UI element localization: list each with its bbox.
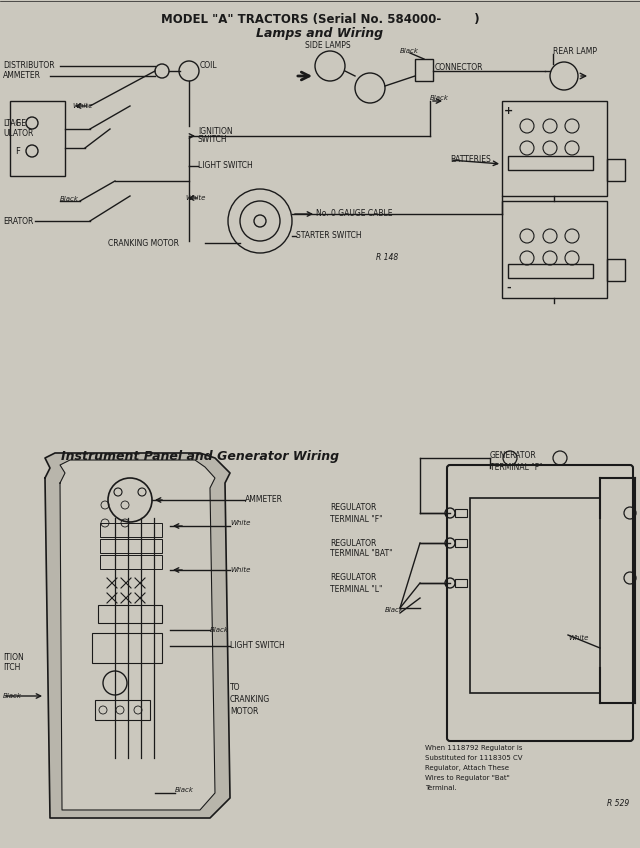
Bar [95, 700, 150, 720]
Text: Black: Black [210, 627, 229, 633]
Text: CRANKING: CRANKING [230, 695, 270, 705]
Bar [455, 539, 467, 547]
Text: No. 0 GAUGE CABLE: No. 0 GAUGE CABLE [316, 209, 392, 219]
Text: TERMINAL "F": TERMINAL "F" [330, 515, 383, 523]
Text: White: White [72, 103, 92, 109]
Bar [508, 264, 593, 278]
Text: TERMINAL "BAT": TERMINAL "BAT" [330, 550, 392, 559]
Text: Black: Black [60, 196, 79, 202]
Text: White: White [185, 195, 205, 201]
Text: LTAGE: LTAGE [3, 120, 26, 129]
Text: REGULATOR: REGULATOR [330, 504, 376, 512]
Polygon shape [45, 453, 230, 818]
Text: COIL: COIL [200, 62, 218, 70]
Text: White: White [230, 567, 250, 573]
Text: R 529: R 529 [607, 799, 629, 807]
Text: White: White [230, 520, 250, 526]
Text: CONNECTOR: CONNECTOR [435, 64, 483, 72]
Text: REGULATOR: REGULATOR [330, 573, 376, 583]
Bar [100, 523, 162, 537]
Text: +: + [504, 106, 514, 116]
Text: Black: Black [385, 607, 404, 613]
Bar [470, 498, 600, 693]
Text: REAR LAMP: REAR LAMP [553, 47, 597, 55]
Bar [100, 555, 162, 569]
Bar [10, 101, 65, 176]
Bar [455, 509, 467, 517]
Text: ERATOR: ERATOR [3, 216, 33, 226]
Text: Black: Black [430, 95, 449, 101]
Bar [502, 201, 607, 298]
Text: ITION: ITION [3, 654, 24, 662]
Text: GENERATOR: GENERATOR [490, 451, 537, 460]
Text: Lamps and Wiring: Lamps and Wiring [257, 27, 383, 40]
Text: Substituted for 1118305 CV: Substituted for 1118305 CV [425, 755, 522, 761]
Text: ULATOR: ULATOR [3, 130, 33, 138]
Text: When 1118792 Regulator is: When 1118792 Regulator is [425, 745, 522, 751]
Text: -: - [507, 283, 511, 293]
Bar [607, 159, 625, 181]
Bar [92, 633, 162, 663]
Text: Wires to Regulator "Bat": Wires to Regulator "Bat" [425, 775, 509, 781]
Text: ITCH: ITCH [3, 663, 20, 672]
Text: LIGHT SWITCH: LIGHT SWITCH [198, 161, 253, 170]
Text: F: F [15, 119, 20, 127]
Text: TO: TO [230, 683, 241, 693]
Text: STARTER SWITCH: STARTER SWITCH [296, 232, 362, 241]
Bar [100, 539, 162, 553]
Bar [98, 605, 162, 623]
Text: Terminal.: Terminal. [425, 785, 457, 791]
Bar [415, 59, 433, 81]
Text: IGNITION: IGNITION [198, 126, 232, 136]
Text: White: White [568, 635, 588, 641]
Bar [502, 101, 607, 196]
Text: SIDE LAMPS: SIDE LAMPS [305, 42, 351, 51]
Text: AMMETER: AMMETER [245, 495, 283, 505]
Bar [607, 259, 625, 281]
Polygon shape [60, 460, 215, 810]
Text: BATTERIES: BATTERIES [450, 155, 491, 165]
Text: CRANKING MOTOR: CRANKING MOTOR [108, 238, 179, 248]
Text: LIGHT SWITCH: LIGHT SWITCH [230, 641, 285, 650]
Bar [455, 579, 467, 587]
Text: Black: Black [3, 693, 22, 699]
Text: REGULATOR: REGULATOR [330, 538, 376, 548]
Text: Black: Black [400, 48, 419, 54]
Text: Instrument Panel and Generator Wiring: Instrument Panel and Generator Wiring [61, 450, 339, 463]
Text: Regulator, Attach These: Regulator, Attach These [425, 765, 509, 771]
Text: DISTRIBUTOR: DISTRIBUTOR [3, 62, 54, 70]
Text: TERMINAL "F": TERMINAL "F" [490, 462, 543, 471]
Text: Black: Black [175, 787, 194, 793]
Bar [508, 156, 593, 170]
Text: TERMINAL "L": TERMINAL "L" [330, 584, 383, 594]
Text: MODEL "A" TRACTORS (Serial No. 584000-        ): MODEL "A" TRACTORS (Serial No. 584000- ) [161, 13, 479, 26]
Text: SWITCH: SWITCH [198, 136, 228, 144]
Text: R 148: R 148 [376, 254, 398, 263]
Text: AMMETER: AMMETER [3, 71, 41, 81]
Text: MOTOR: MOTOR [230, 707, 259, 717]
Text: F: F [15, 147, 20, 155]
